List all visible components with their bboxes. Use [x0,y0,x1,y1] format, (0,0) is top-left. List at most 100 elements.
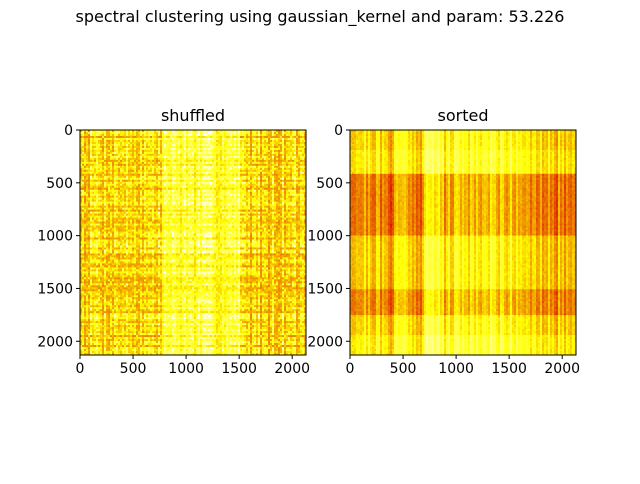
heatmap-cell [118,172,120,174]
heatmap-cell [166,198,168,200]
heatmap-cell [262,172,264,174]
heatmap-cell [106,150,108,152]
heatmap-cell [292,174,294,176]
heatmap-cell [164,210,166,212]
heatmap-cell [88,182,90,184]
heatmap-cell [96,140,98,142]
heatmap-cell [116,180,118,182]
heatmap-cell [178,200,180,202]
heatmap-cell [144,148,146,150]
heatmap-cell [180,210,182,212]
heatmap-cell [252,158,254,160]
heatmap-cell [120,170,122,172]
heatmap-cell [136,138,138,140]
heatmap-cell [216,166,218,168]
heatmap-cell [220,140,222,142]
heatmap-cell [220,208,222,210]
heatmap-cell [230,186,232,188]
heatmap-cell [242,198,244,200]
heatmap-cell [220,172,222,174]
heatmap-cell [268,170,270,172]
heatmap-cell [96,162,98,164]
heatmap-cell [286,200,288,202]
heatmap-cell [126,138,128,140]
heatmap-cell [174,132,176,134]
heatmap-cell [144,168,146,170]
heatmap-cell [136,182,138,184]
heatmap-cell [94,194,96,196]
heatmap-cell [268,182,270,184]
heatmap-cell [208,188,210,190]
heatmap-cell [210,200,212,202]
heatmap-cell [118,150,120,152]
heatmap-cell [196,186,198,188]
heatmap-cell [218,148,220,150]
heatmap-cell [116,152,118,154]
heatmap-cell [246,142,248,144]
heatmap-cell [244,216,246,218]
heatmap-cell [156,182,158,184]
heatmap-cell [194,176,196,178]
heatmap-cell [258,132,260,134]
heatmap-cell [82,136,84,138]
heatmap-cell [232,142,234,144]
heatmap-cell [220,142,222,144]
heatmap-cell [126,162,128,164]
heatmap-cell [204,146,206,148]
heatmap-cell [302,192,304,194]
heatmap-cell [180,204,182,206]
heatmap-cell [158,146,160,148]
heatmap-cell [256,144,258,146]
heatmap-cell [170,172,172,174]
heatmap-cell [224,132,226,134]
heatmap-cell [216,202,218,204]
heatmap-cell [302,166,304,168]
heatmap-cell [214,138,216,140]
heatmap-cell [148,192,150,194]
heatmap-cell [182,194,184,196]
heatmap-cell [86,172,88,174]
heatmap-cell [254,150,256,152]
heatmap-cell [290,208,292,210]
heatmap-cell [192,204,194,206]
heatmap-cell [256,182,258,184]
heatmap-cell [228,206,230,208]
heatmap-cell [234,180,236,182]
heatmap-cell [268,168,270,170]
heatmap-cell [224,138,226,140]
heatmap-cell [190,174,192,176]
heatmap-cell [164,190,166,192]
heatmap-cell [214,180,216,182]
heatmap-cell [156,146,158,148]
heatmap-cell [298,162,300,164]
heatmap-cell [258,146,260,148]
heatmap-cell [208,182,210,184]
heatmap-cell [284,194,286,196]
heatmap-cell [138,170,140,172]
heatmap-cell [206,132,208,134]
heatmap-cell [300,186,302,188]
heatmap-cell [260,164,262,166]
heatmap-cell [234,216,236,218]
heatmap-cell [264,202,266,204]
heatmap-cell [226,136,228,138]
heatmap-cell [114,188,116,190]
heatmap-cell [260,182,262,184]
heatmap-cell [262,154,264,156]
heatmap-cell [164,206,166,208]
heatmap-cell [150,196,152,198]
heatmap-cell [170,196,172,198]
heatmap-cell [248,210,250,212]
heatmap-cell [184,170,186,172]
heatmap-cell [126,152,128,154]
heatmap-cell [254,210,256,212]
heatmap-cell [108,158,110,160]
heatmap-cell [252,176,254,178]
heatmap-cell [120,182,122,184]
heatmap-cell [290,132,292,134]
heatmap-cell [176,158,178,160]
heatmap-cell [144,206,146,208]
heatmap-cell [290,146,292,148]
heatmap-cell [198,146,200,148]
heatmap-cell [204,176,206,178]
